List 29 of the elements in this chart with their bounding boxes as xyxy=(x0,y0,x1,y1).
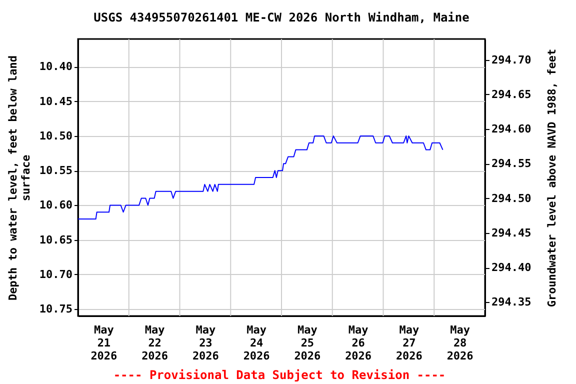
y2-tick-label: 294.60 xyxy=(492,122,532,136)
y2-axis-title: Groundwater level above NAVD 1988, feet xyxy=(546,48,558,308)
y2-tick-label: 294.40 xyxy=(492,261,532,274)
y-tick-label: 10.65 xyxy=(39,233,72,246)
y2-tick-label: 294.70 xyxy=(492,53,532,66)
y2-tick-label: 294.55 xyxy=(492,157,532,170)
y-tick-label: 10.50 xyxy=(39,129,72,142)
x-tick-label: May 27 2026 xyxy=(396,324,423,362)
x-tick-label: May 22 2026 xyxy=(142,324,168,362)
y2-tick-label: 294.65 xyxy=(492,88,532,101)
y-tick-label: 10.70 xyxy=(39,268,72,281)
x-tick-label: May 28 2026 xyxy=(446,324,474,362)
y2-tick-label: 294.35 xyxy=(492,296,532,309)
y-tick-label: 10.75 xyxy=(39,302,72,316)
x-tick-label: May 23 2026 xyxy=(192,324,220,362)
chart-title: USGS 434955070261401 ME-CW 2026 North Windham, Maine xyxy=(94,10,470,24)
x-tick-label: May 25 2026 xyxy=(294,324,322,362)
x-tick-label: May 24 2026 xyxy=(243,324,270,362)
y-tick-label: 10.40 xyxy=(39,60,72,74)
text: ---- Provisional Data Subject to Revision ---- xyxy=(113,368,446,382)
y-tick-label: 10.55 xyxy=(39,164,72,178)
y-tick-label: 10.60 xyxy=(39,198,72,212)
x-tick-label: May 21 2026 xyxy=(90,324,118,362)
y-axis-title: Depth to water level, feet below land surface xyxy=(6,55,32,301)
y2-tick-label: 294.50 xyxy=(492,192,532,205)
line-series xyxy=(78,135,444,220)
y-tick-label: 10.45 xyxy=(39,94,72,108)
x-tick-label: May 26 2026 xyxy=(345,324,372,362)
y2-tick-label: 294.45 xyxy=(492,226,532,240)
